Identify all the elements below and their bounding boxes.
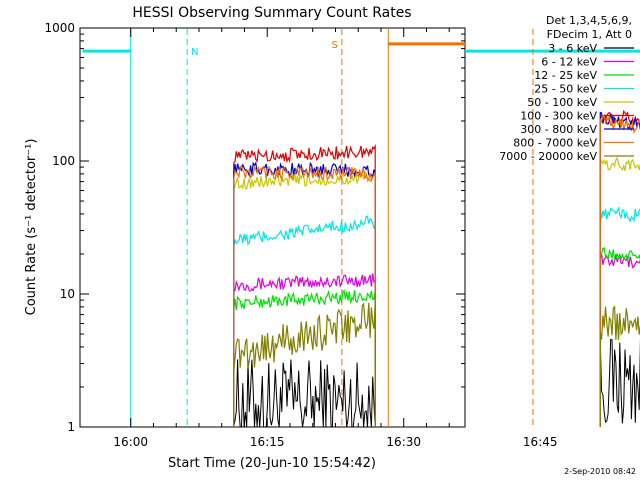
flag-label: N: [191, 47, 198, 58]
legend-header-line-1: Det 1,3,4,5,6,9,: [546, 14, 632, 27]
series-line: [599, 337, 640, 427]
legend-label: 800 - 7000 keV: [513, 137, 597, 150]
legend-label: 100 - 300 keV: [520, 110, 597, 123]
legend-label: 300 - 800 keV: [520, 123, 597, 136]
series-line: [599, 206, 640, 427]
legend: Det 1,3,4,5,6,9, FDecim 1, Att 0 3 - 6 k…: [499, 14, 634, 163]
y-axis: 1 10 100 1000: [44, 21, 465, 434]
legend-header-line-2: FDecim 1, Att 0: [547, 28, 632, 41]
series-line: [599, 109, 640, 427]
series-line: [233, 302, 376, 427]
x-tick-label: 16:00: [113, 435, 148, 449]
legend-label: 3 - 6 keV: [548, 42, 597, 55]
series-line: [599, 247, 640, 427]
legend-label: 7000 - 20000 keV: [499, 150, 597, 163]
legend-label: 25 - 50 keV: [534, 83, 597, 96]
legend-label: 12 - 25 keV: [534, 69, 597, 82]
flag-label: S: [331, 40, 337, 51]
series-line: [233, 359, 376, 428]
series-line: [233, 288, 376, 427]
series-line: [599, 253, 640, 427]
series-line: [233, 144, 376, 427]
x-axis-label: Start Time (20-Jun-10 15:54:42): [168, 456, 376, 471]
legend-label: 6 - 12 keV: [541, 56, 597, 69]
x-tick-label: 16:15: [250, 435, 285, 449]
series-line: [233, 164, 376, 427]
footer-timestamp: 2-Sep-2010 08:42: [564, 467, 636, 476]
series-line: [599, 156, 640, 427]
y-tick-label: 100: [52, 154, 75, 168]
x-tick-label: 16:45: [523, 435, 558, 449]
y-axis-label: Count Rate (s⁻¹ detector⁻¹): [24, 139, 39, 316]
plot-area: NS: [82, 29, 640, 428]
y-tick-label: 1: [67, 420, 75, 434]
y-tick-label: 1000: [44, 21, 75, 35]
x-tick-label: 16:30: [386, 435, 421, 449]
plot-frame: [79, 27, 466, 428]
chart-title: HESSI Observing Summary Count Rates: [132, 5, 411, 21]
y-tick-label: 10: [60, 287, 75, 301]
series-line: [233, 170, 376, 427]
legend-label: 50 - 100 keV: [527, 96, 597, 109]
series-line: [233, 215, 376, 427]
series-line: [599, 305, 640, 427]
series-line: [599, 114, 640, 427]
series-line: [233, 273, 376, 427]
